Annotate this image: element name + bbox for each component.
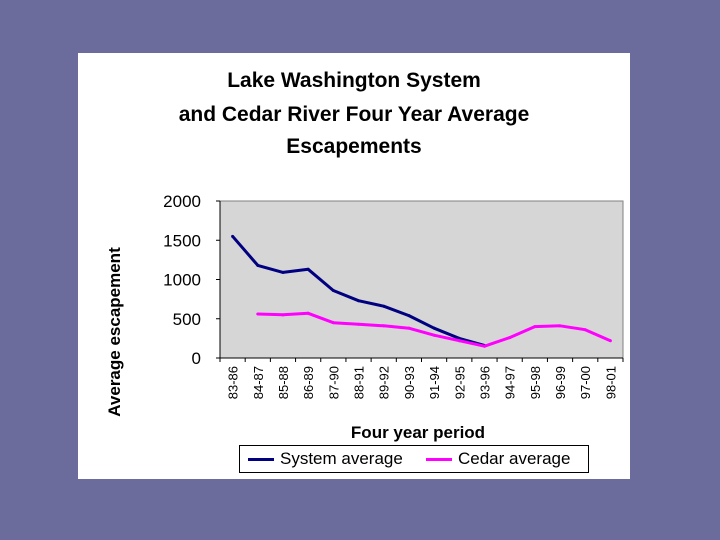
data-point [508, 336, 512, 340]
x-tick-label: 83-86 [226, 366, 241, 399]
x-tick-label: 90-93 [402, 366, 417, 399]
data-point [256, 263, 260, 267]
chart-panel: Lake Washington System and Cedar River F… [78, 53, 630, 479]
data-point [281, 270, 285, 274]
data-point [432, 333, 436, 337]
series-lines [231, 234, 612, 348]
x-tick-label: 97-00 [578, 366, 593, 399]
legend-swatch-cedar [426, 458, 452, 461]
y-axis-label: Average escapement [105, 247, 124, 417]
data-point [558, 324, 562, 328]
data-point [331, 288, 335, 292]
legend-label-system: System average [280, 449, 403, 468]
y-tick-label: 500 [173, 310, 201, 329]
x-tick-label: 87-90 [326, 366, 341, 399]
x-axis-ticks: 83-86 84-87 85-88 86-89 87-90 88-91 89-92 90-93… [219, 358, 624, 399]
data-point [382, 304, 386, 308]
chart-legend: System average Cedar average [239, 445, 589, 473]
y-tick-label: 1500 [163, 231, 201, 250]
x-tick-label: 94-97 [503, 366, 518, 399]
plot-area [219, 200, 624, 359]
legend-label-cedar: Cedar average [458, 449, 571, 468]
x-tick-label: 89-92 [377, 366, 392, 399]
data-point [357, 322, 361, 326]
y-tick-label: 0 [192, 349, 201, 368]
data-point [457, 339, 461, 343]
data-point [256, 312, 260, 316]
data-point [331, 321, 335, 325]
x-tick-label: 85-88 [276, 366, 291, 399]
x-tick-label: 91-94 [427, 366, 442, 399]
chart-title-line-2: and Cedar River Four Year Average [178, 103, 530, 126]
line-chart: 0 500 1000 1500 2000 83-86 84-87 85-88 86-89 87-… [163, 192, 624, 399]
x-tick-label: 93-96 [477, 366, 492, 399]
data-point [482, 344, 486, 348]
data-point [432, 326, 436, 330]
x-axis-label: Four year period [350, 423, 486, 442]
x-tick-label: 88-91 [352, 366, 367, 399]
x-tick-label: 95-98 [528, 366, 543, 399]
y-axis-ticks: 0 500 1000 1500 2000 [163, 192, 220, 368]
chart-title-line-1: Lake Washington System [227, 69, 481, 92]
data-point [306, 267, 310, 271]
data-point [281, 313, 285, 317]
legend-swatch-system [248, 458, 274, 461]
data-point [231, 234, 235, 238]
data-point [357, 299, 361, 303]
y-tick-label: 2000 [163, 192, 201, 211]
data-point [382, 324, 386, 328]
data-point [306, 311, 310, 315]
x-tick-label: 84-87 [251, 366, 266, 399]
data-point [533, 325, 537, 329]
x-tick-label: 92-95 [452, 366, 467, 399]
data-point [407, 326, 411, 330]
x-tick-label: 86-89 [301, 366, 316, 399]
x-tick-label: 96-99 [553, 366, 568, 399]
data-point [407, 314, 411, 318]
x-tick-label: 98-01 [603, 366, 618, 399]
data-point [608, 339, 612, 343]
y-tick-label: 1000 [163, 271, 201, 290]
data-point [583, 328, 587, 332]
chart-title-line-3: Escapements [286, 135, 422, 158]
